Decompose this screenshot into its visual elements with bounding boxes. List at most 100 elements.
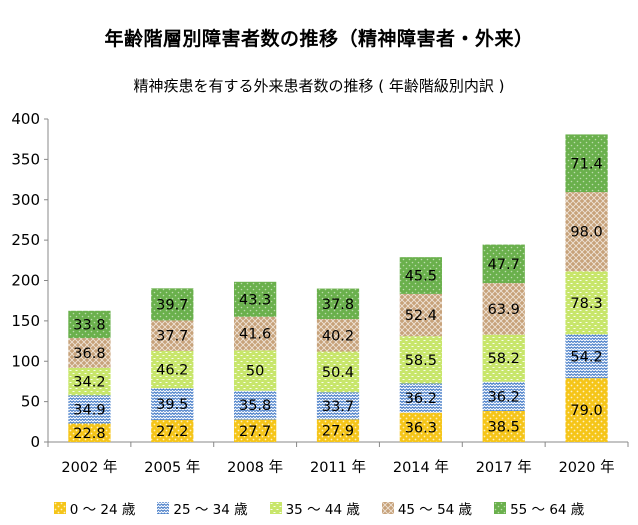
bar-segment [565,334,608,379]
data-label: 52.4 [405,308,437,324]
data-labels: 22.8 34.9 34.2 36.8 33.8 27.2 39.5 46.2 37.7 39.7… [73,156,602,442]
bar-segment [565,134,608,193]
legend-swatch [53,502,66,514]
bar-segment [316,419,360,442]
legend-label: 45 ～ 54 歳 [397,502,473,518]
legend-label: 35 ～ 44 歳 [285,502,360,518]
bar-segment [316,319,360,352]
data-label: 27.2 [156,424,188,440]
legend-swatch [157,502,170,514]
y-tick-label: 350 [11,150,40,168]
legend-item: 25 ～ 34 歳 [157,498,248,518]
legend-swatch [269,502,282,514]
bar-segment [151,288,194,321]
bar-segment [565,192,608,272]
legend-swatch [381,502,394,514]
y-tick-label: 200 [11,272,40,290]
x-tick-label: 2011 年 [310,459,366,476]
bar-segment [565,378,608,442]
bar-segment [151,420,194,442]
y-tick-label: 300 [11,191,40,209]
data-label: 47.7 [488,257,520,273]
data-label: 50.4 [322,365,354,381]
y-tick-label: 400 [11,110,40,128]
bar-segment [482,381,525,411]
data-label: 58.2 [488,351,520,367]
data-label: 36.2 [488,389,520,405]
bar-segment [151,350,194,389]
axes: 0 50 100 150 200 250 300 350 400 2002 年 2005 年 2008… [11,110,629,476]
bar-segment [316,288,360,320]
data-label: 45.5 [405,269,437,285]
y-tick-label: 50 [21,393,40,411]
legend-label: 25 ～ 34 歳 [173,502,248,518]
data-label: 37.7 [156,329,188,345]
data-label: 50 [246,364,264,380]
data-label: 40.2 [322,328,354,344]
data-label: 46.2 [156,362,188,378]
data-label: 33.7 [322,399,354,415]
bar-segment [399,293,442,337]
bar-segment [68,310,111,339]
y-tick-label: 150 [11,312,40,330]
legend-label: 55 ～ 64 歳 [510,502,585,518]
x-tick-label: 2020 年 [559,459,615,476]
data-label: 58.5 [405,353,437,369]
bar-segment [482,334,525,382]
data-label: 35.8 [239,398,271,414]
data-label: 36.8 [73,346,105,362]
bar-segment [565,271,608,335]
data-label: 36.3 [405,420,437,436]
bar-segment [68,423,111,442]
bar-segment [151,320,194,351]
data-label: 63.9 [488,302,520,318]
legend-label: 0 ～ 24 歳 [69,502,136,518]
x-tick-label: 2005 年 [144,459,200,476]
legend-item: 55 ～ 64 歳 [494,498,584,518]
bar-segment [482,410,525,442]
bar-segment [68,338,111,368]
bars [68,134,608,442]
data-label: 43.3 [239,292,271,308]
data-label: 54.2 [570,349,602,365]
data-label: 37.8 [322,297,354,313]
data-label: 36.2 [405,391,437,407]
bar-segment [399,336,442,384]
bar-segment [482,244,525,284]
data-label: 33.8 [73,317,105,333]
x-tick-label: 2002 年 [61,459,117,476]
y-tick-label: 0 [30,433,40,451]
stacked-bar-chart: 0 50 100 150 200 250 300 350 400 2002 年 2005 年 2008… [11,110,629,476]
legend-item: 35 ～ 44 歳 [269,498,360,518]
data-label: 39.5 [156,397,188,413]
bar-segment [482,283,525,335]
legend-swatch [494,502,507,514]
chart-title: 年齢階層別障害者数の推移（精神障害者・外来） [104,28,534,50]
data-label: 34.9 [73,402,105,418]
data-label: 98.0 [570,225,602,241]
data-label: 27.7 [239,424,271,440]
bar-segment [316,351,360,393]
bar-segment [399,257,442,294]
data-label: 79.0 [570,403,602,419]
chart-subtitle: 精神疾患を有する外来患者数の推移 ( 年齢階級別内訳 ) [133,77,505,95]
x-tick-label: 2008 年 [227,459,283,476]
bar-segment [234,390,277,420]
x-tick-label: 2014 年 [393,459,449,476]
data-label: 38.5 [488,419,520,435]
bar-segment [234,316,277,351]
data-label: 78.3 [570,296,602,312]
data-label: 41.6 [239,327,271,343]
bar-segment [234,419,277,442]
data-label: 39.7 [156,297,188,313]
bar-segment [68,367,111,396]
bar-segment [399,412,442,442]
y-tick-label: 250 [11,231,40,249]
x-tick-label: 2017 年 [476,459,532,476]
legend-item: 45 ～ 54 歳 [381,498,473,518]
y-tick-label: 100 [11,352,40,370]
bar-segment [151,388,194,421]
bar-segment [234,281,277,317]
legend-item: 0 ～ 24 歳 [53,498,136,518]
data-label: 71.4 [570,156,602,172]
